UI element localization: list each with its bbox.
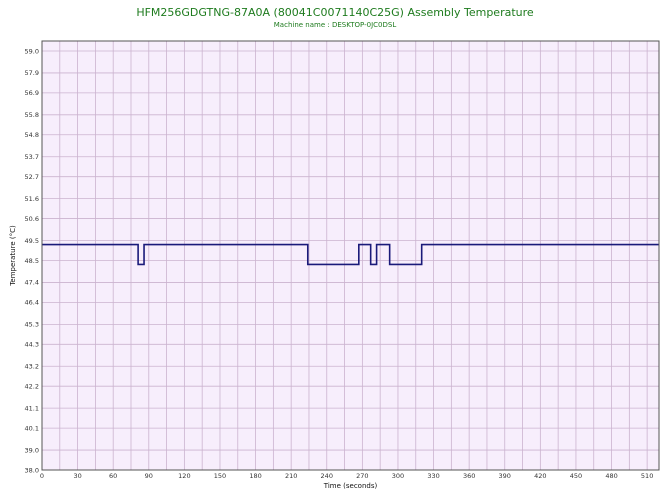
x-tick-label: 270	[356, 472, 368, 480]
y-tick-label: 53.7	[25, 153, 39, 161]
x-tick-label: 240	[321, 472, 333, 480]
y-tick-label: 47.4	[25, 279, 39, 287]
x-tick-label: 330	[427, 472, 439, 480]
y-tick-label: 55.8	[25, 111, 39, 119]
temperature-line	[42, 243, 659, 266]
tick-labels: 0 30 60 90 120 150 180 210 240 270 300 330 360 390 420…	[25, 47, 654, 480]
y-tick-label: 56.9	[25, 89, 39, 97]
x-tick-label: 450	[570, 472, 582, 480]
plot-border	[41, 40, 660, 471]
x-axis-label: Time (seconds)	[323, 482, 378, 490]
x-tick-label: 480	[605, 472, 617, 480]
y-tick-label: 39.0	[25, 446, 39, 454]
y-tick-label: 50.6	[25, 215, 39, 223]
y-tick-label: 45.3	[25, 321, 39, 329]
x-tick-label: 60	[109, 472, 117, 480]
x-tick-label: 90	[145, 472, 153, 480]
y-tick-label: 44.3	[25, 341, 39, 349]
x-tick-label: 150	[214, 472, 226, 480]
y-tick-label: 54.8	[25, 131, 39, 139]
x-tick-label: 180	[249, 472, 261, 480]
plot-area	[42, 41, 659, 470]
x-tick-label: 30	[73, 472, 81, 480]
x-tick-label: 360	[463, 472, 475, 480]
y-tick-label: 57.9	[25, 69, 39, 77]
y-tick-label: 42.2	[25, 382, 39, 390]
y-axis-label: Temperature (°C)	[9, 225, 17, 287]
y-tick-label: 41.1	[25, 404, 39, 412]
chart-subtitle: Machine name : DESKTOP-0JC0DSL	[273, 21, 397, 29]
y-tick-label: 38.0	[25, 466, 39, 474]
x-tick-label: 0	[40, 472, 44, 480]
y-tick-label: 51.6	[25, 195, 39, 203]
y-tick-label: 52.7	[25, 173, 39, 181]
x-tick-label: 120	[178, 472, 190, 480]
x-tick-label: 210	[285, 472, 297, 480]
y-tick-label: 49.5	[25, 237, 39, 245]
x-tick-label: 420	[534, 472, 546, 480]
x-tick-label: 300	[392, 472, 404, 480]
y-tick-label: 40.1	[25, 424, 39, 432]
x-tick-label: 510	[641, 472, 653, 480]
y-tick-label: 43.2	[25, 363, 39, 371]
chart-title: HFM256GDGTNG-87A0A (80041C0071140C25G) A…	[136, 6, 534, 19]
x-tick-label: 390	[499, 472, 511, 480]
y-tick-label: 59.0	[25, 47, 39, 55]
y-tick-label: 46.4	[25, 299, 39, 307]
y-tick-label: 48.5	[25, 257, 39, 265]
